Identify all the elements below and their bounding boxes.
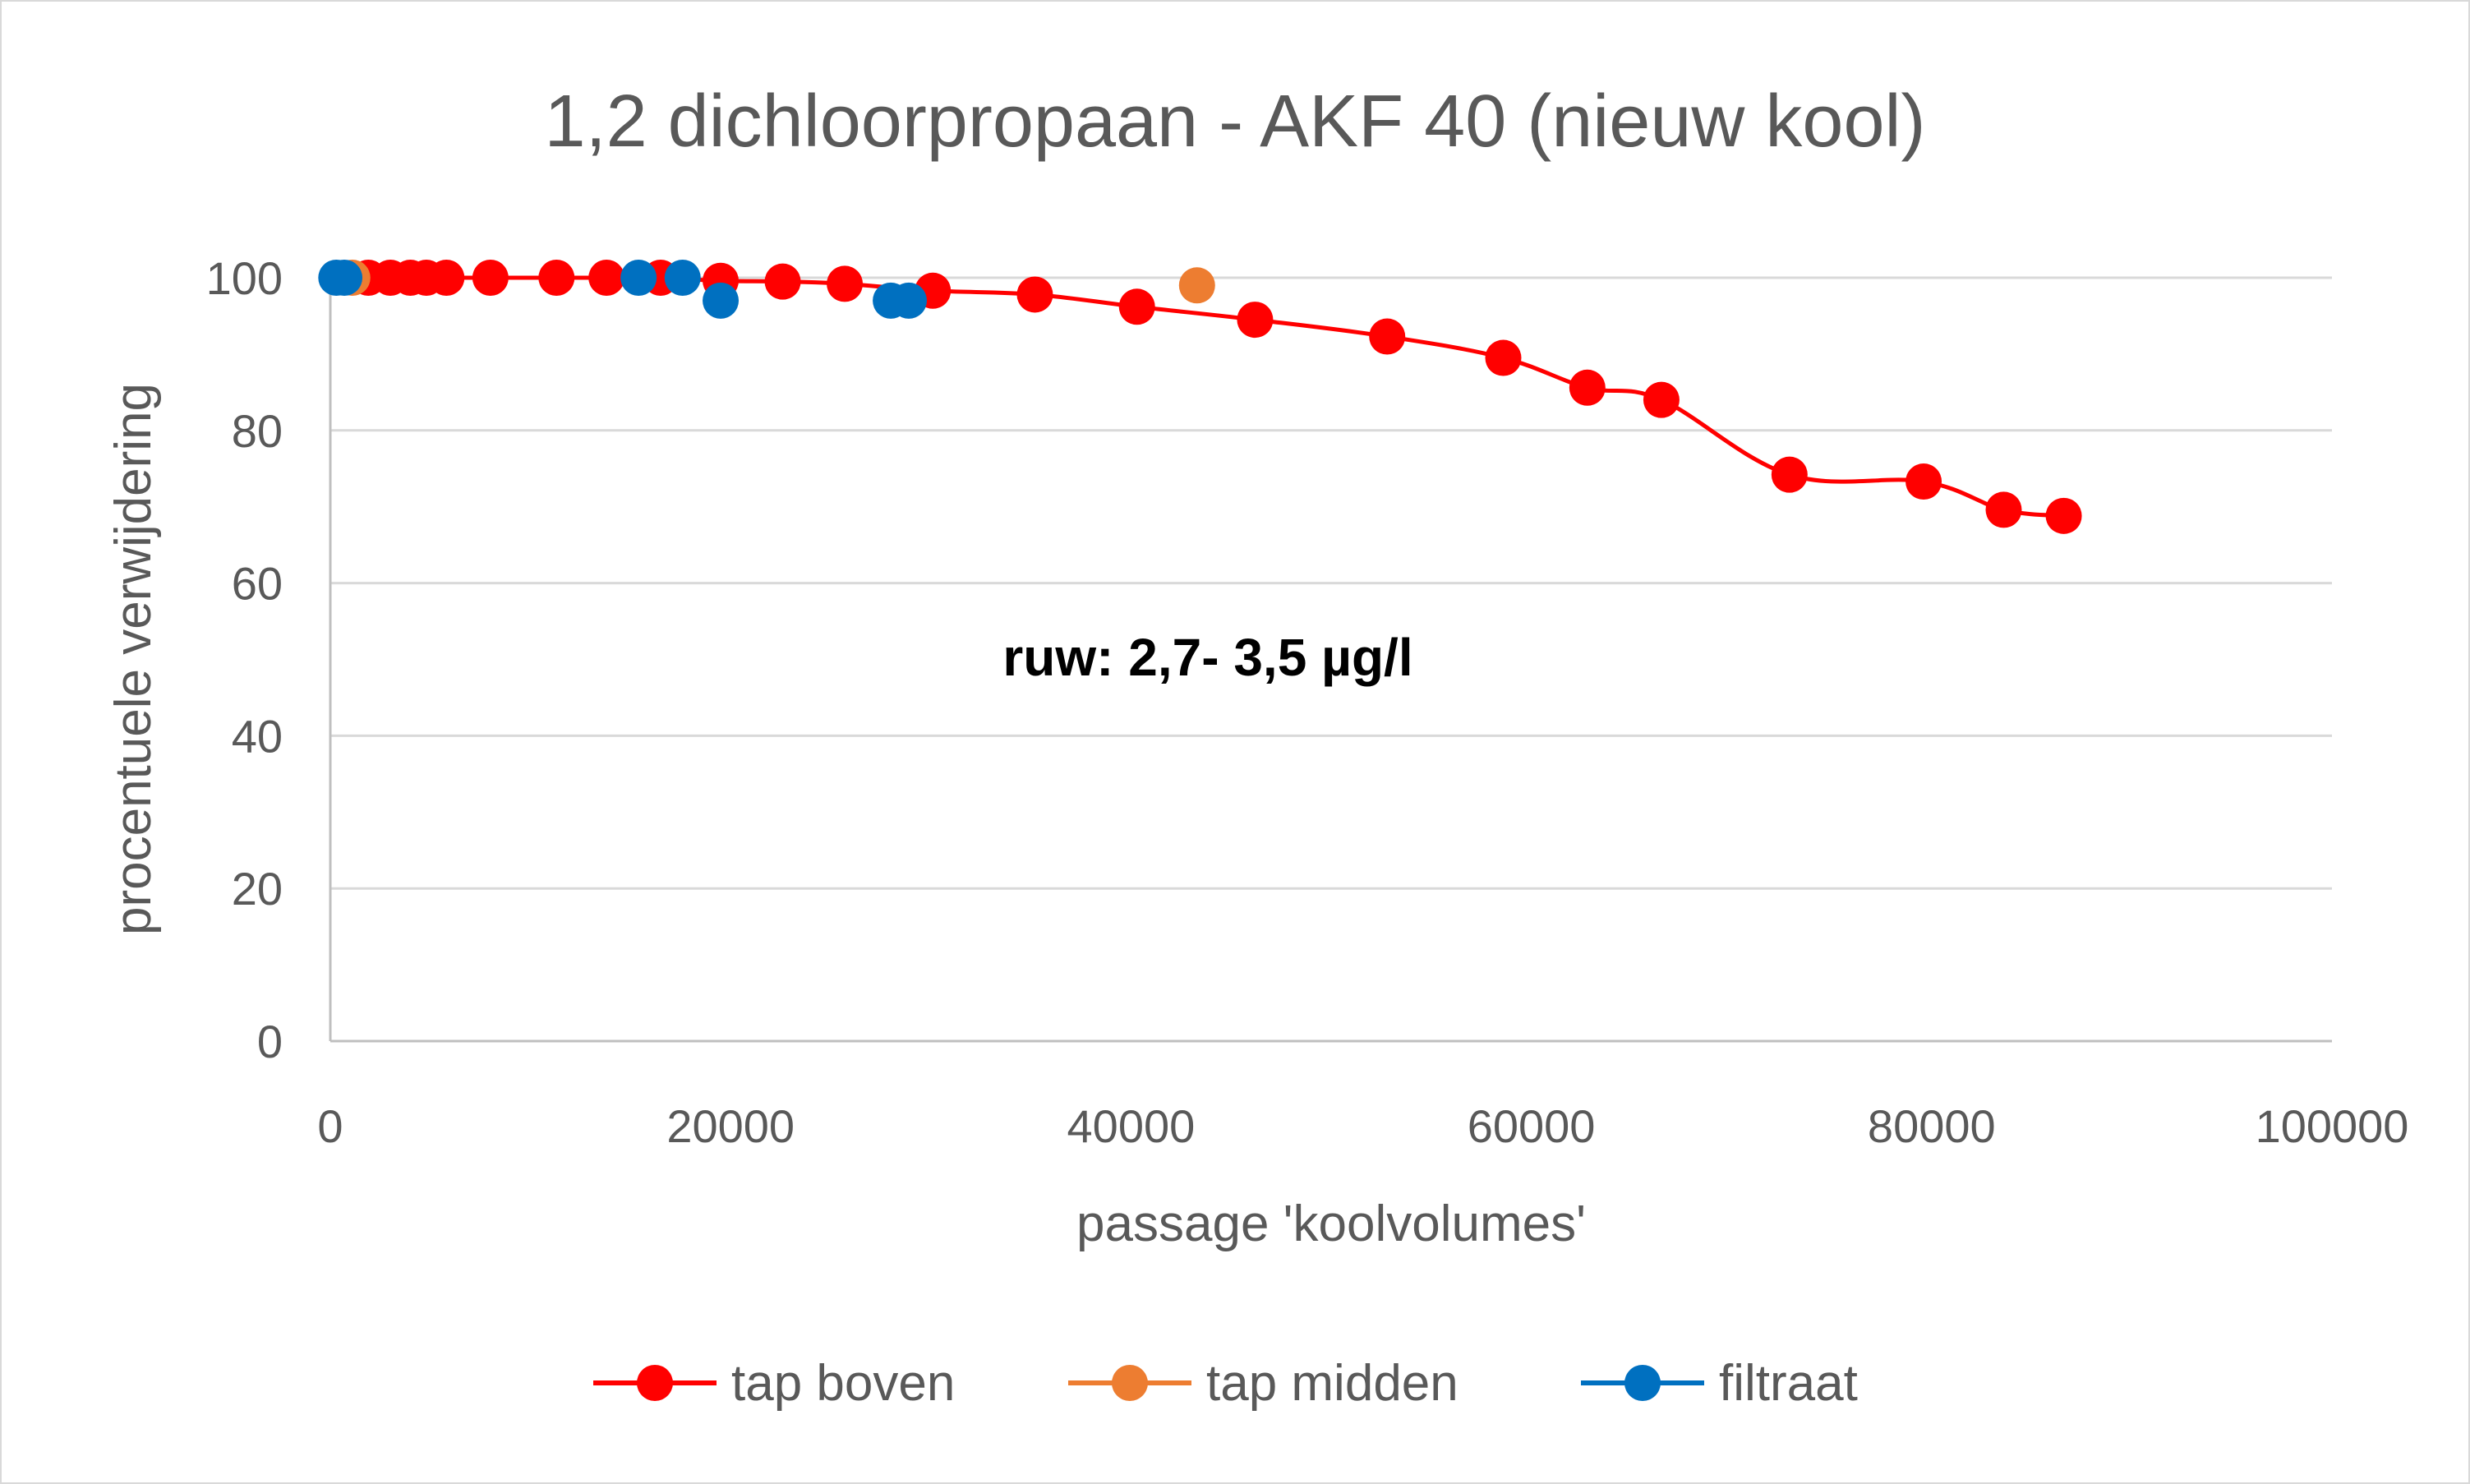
x-tick-label: 60000 xyxy=(1468,1100,1596,1152)
data-point-tap-boven xyxy=(538,260,575,296)
axes: 0 20 40 60 80 100 0 20000 40000 60000 80000 100000 xyxy=(206,252,2409,1152)
legend-marker-filtraat xyxy=(1624,1365,1661,1401)
data-point-tap-boven xyxy=(1569,369,1606,406)
data-point-tap-boven xyxy=(1485,339,1522,376)
y-tick-label: 20 xyxy=(232,863,283,915)
data-point-filtraat xyxy=(703,282,740,319)
x-tick-label: 100000 xyxy=(2256,1100,2409,1152)
series-filtraat xyxy=(318,260,928,319)
legend-label-tap-midden: tap midden xyxy=(1206,1355,1458,1412)
legend-label-filtraat: filtraat xyxy=(1719,1355,1858,1412)
chart-title: 1,2 dichloorpropaan - AKF 40 (nieuw kool… xyxy=(545,81,1926,163)
data-point-tap-boven xyxy=(428,260,465,296)
data-point-tap-boven xyxy=(1016,276,1053,313)
data-point-tap-boven xyxy=(472,260,509,296)
data-point-tap-boven xyxy=(1985,491,2022,528)
data-point-filtraat xyxy=(620,260,657,296)
x-tick-label: 80000 xyxy=(1868,1100,1996,1152)
y-tick-label: 60 xyxy=(232,558,283,610)
y-tick-label: 100 xyxy=(206,252,283,304)
data-point-tap-boven xyxy=(827,265,864,302)
data-point-tap-boven xyxy=(1369,318,1406,355)
y-tick-label: 0 xyxy=(257,1016,283,1067)
data-point-tap-boven xyxy=(1118,288,1155,325)
data-point-tap-midden xyxy=(1178,267,1215,304)
y-tick-label: 80 xyxy=(232,405,283,457)
legend-label-tap-boven: tap boven xyxy=(731,1355,955,1412)
data-point-filtraat xyxy=(326,260,363,296)
data-point-filtraat xyxy=(891,282,928,319)
x-tick-label: 40000 xyxy=(1067,1100,1196,1152)
data-point-tap-boven xyxy=(2045,497,2082,534)
data-point-tap-boven xyxy=(1905,463,1942,500)
y-axis-title: procentuele verwijdering xyxy=(105,383,162,935)
data-point-tap-boven xyxy=(1771,456,1808,493)
y-tick-label: 40 xyxy=(232,710,283,762)
legend-marker-tap-midden xyxy=(1112,1365,1148,1401)
x-tick-label: 20000 xyxy=(666,1100,795,1152)
data-point-tap-boven xyxy=(1643,381,1680,418)
data-point-tap-boven xyxy=(764,263,801,300)
data-point-filtraat xyxy=(664,260,701,296)
x-tick-label: 0 xyxy=(317,1100,343,1152)
legend: tap boven tap midden filtraat xyxy=(593,1355,1858,1412)
data-point-tap-boven xyxy=(588,260,625,296)
annotation-text: ruw: 2,7- 3,5 µg/l xyxy=(1002,628,1412,687)
data-point-tap-boven xyxy=(1237,302,1274,339)
legend-marker-tap-boven xyxy=(637,1365,673,1401)
series-layer xyxy=(318,260,2082,534)
x-axis-title: passage 'koolvolumes' xyxy=(1076,1196,1586,1252)
